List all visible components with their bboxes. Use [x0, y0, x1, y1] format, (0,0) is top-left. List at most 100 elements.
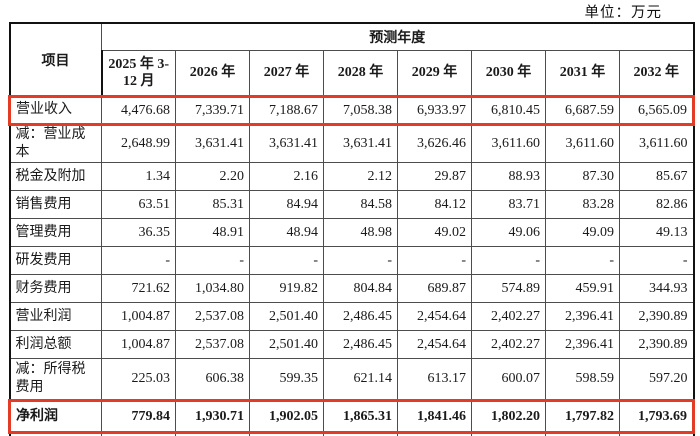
value-cell: 49.13 [619, 218, 695, 248]
value-cell: 459.91 [545, 274, 620, 304]
value-cell: 2,390.89 [619, 330, 695, 360]
value-cell: - [175, 246, 250, 276]
value-cell: 2.20 [175, 162, 250, 192]
value-cell: 7,188.67 [249, 95, 324, 126]
row-label: 营业收入 [8, 95, 102, 126]
table-row: 研发费用 - - - - - - - - [8, 246, 695, 276]
value-cell: 6,810.45 [471, 95, 546, 126]
value-cell: 49.09 [545, 218, 620, 248]
row-label: 营业利润 [8, 302, 102, 332]
value-cell: 85.67 [619, 162, 695, 192]
table-row: 营业收入 4,476.68 7,339.71 7,188.67 7,058.38 6,93… [8, 95, 695, 126]
value-cell: 3,631.41 [249, 123, 324, 164]
value-cell: 2,501.40 [249, 302, 324, 332]
value-cell: 2,454.64 [397, 302, 472, 332]
value-cell: 606.38 [175, 358, 250, 402]
table-body: 营业收入 4,476.68 7,339.71 7,188.67 7,058.38 6,93… [8, 95, 695, 436]
table-row [8, 432, 695, 436]
table-row: 管理费用 36.35 48.91 48.94 48.98 49.02 49.06 49.09 4… [8, 218, 695, 248]
value-cell: - [101, 246, 176, 276]
column-header-period: 2027 年 [249, 50, 324, 97]
value-cell: - [397, 246, 472, 276]
value-cell: 1,865.31 [323, 399, 398, 435]
value-cell: 804.84 [323, 274, 398, 304]
table-row: 税金及附加 1.34 2.20 2.16 2.12 29.87 88.93 87.30 85.6… [8, 162, 695, 192]
row-label: 财务费用 [8, 274, 102, 304]
value-cell: 2,537.08 [175, 302, 250, 332]
value-cell: 7,058.38 [323, 95, 398, 126]
value-cell: 599.35 [249, 358, 324, 402]
value-cell: 83.28 [545, 190, 620, 220]
value-cell: 689.87 [397, 274, 472, 304]
value-cell: 85.31 [175, 190, 250, 220]
row-label: 减：营业成本 [8, 123, 102, 164]
table-row: 销售费用 63.51 85.31 84.94 84.58 84.12 83.71 83.28 8… [8, 190, 695, 220]
row-label: 研发费用 [8, 246, 102, 276]
value-cell: 6,565.09 [619, 95, 695, 126]
value-cell: 225.03 [101, 358, 176, 402]
value-cell: 29.87 [397, 162, 472, 192]
value-cell: 88.93 [471, 162, 546, 192]
value-cell: 3,631.41 [175, 123, 250, 164]
value-cell: 1,930.71 [175, 399, 250, 435]
value-cell: 84.94 [249, 190, 324, 220]
value-cell: 63.51 [101, 190, 176, 220]
value-cell [619, 432, 695, 436]
value-cell: - [323, 246, 398, 276]
value-cell: - [545, 246, 620, 276]
unit-label: 单位：万元 [584, 5, 662, 21]
value-cell: 3,626.46 [397, 123, 472, 164]
value-cell: 621.14 [323, 358, 398, 402]
table-row: 减：营业成本 2,648.99 3,631.41 3,631.41 3,631.41 3,… [8, 123, 695, 164]
value-cell: 4,476.68 [101, 95, 176, 126]
value-cell: 1,004.87 [101, 302, 176, 332]
value-cell: 1,841.46 [397, 399, 472, 435]
value-cell: 7,339.71 [175, 95, 250, 126]
value-cell: 1.34 [101, 162, 176, 192]
column-header-period: 2030 年 [471, 50, 546, 97]
row-label: 减：所得税费用 [8, 358, 102, 402]
value-cell: 613.17 [397, 358, 472, 402]
value-cell: 2,454.64 [397, 330, 472, 360]
value-cell: 1,797.82 [545, 399, 620, 435]
value-cell: 344.93 [619, 274, 695, 304]
table-row: 利润总额 1,004.87 2,537.08 2,501.40 2,486.45 2,45… [8, 330, 695, 360]
value-cell: - [619, 246, 695, 276]
value-cell: 2,396.41 [545, 302, 620, 332]
value-cell: 2,390.89 [619, 302, 695, 332]
column-header-period: 2029 年 [397, 50, 472, 97]
value-cell: 49.06 [471, 218, 546, 248]
value-cell: 2,501.40 [249, 330, 324, 360]
value-cell: 598.59 [545, 358, 620, 402]
value-cell: 49.02 [397, 218, 472, 248]
value-cell: 1,902.05 [249, 399, 324, 435]
value-cell: 48.91 [175, 218, 250, 248]
value-cell: 48.98 [323, 218, 398, 248]
column-header-item: 项目 [8, 22, 102, 97]
forecast-table: 项目 预测年度 2025 年 3-12 月 2026 年 2027 年 2028… [8, 22, 695, 436]
value-cell: 84.58 [323, 190, 398, 220]
value-cell: 779.84 [101, 399, 176, 435]
value-cell: 2.12 [323, 162, 398, 192]
column-header-period: 2028 年 [323, 50, 398, 97]
year-header-row: 2025 年 3-12 月 2026 年 2027 年 2028 年 2029 … [10, 50, 695, 97]
value-cell: 721.62 [101, 274, 176, 304]
value-cell: 919.82 [249, 274, 324, 304]
value-cell: 6,933.97 [397, 95, 472, 126]
value-cell: 3,611.60 [545, 123, 620, 164]
value-cell: - [471, 246, 546, 276]
value-cell: 2,402.27 [471, 330, 546, 360]
row-label: 净利润 [8, 399, 102, 435]
column-header-period: 2025 年 3-12 月 [100, 50, 176, 97]
value-cell: 2,486.45 [323, 330, 398, 360]
value-cell: 3,631.41 [323, 123, 398, 164]
value-cell: 3,611.60 [471, 123, 546, 164]
value-cell: 1,004.87 [101, 330, 176, 360]
table-row: 营业利润 1,004.87 2,537.08 2,501.40 2,486.45 2,45… [8, 302, 695, 332]
value-cell: 2,396.41 [545, 330, 620, 360]
table-row: 减：所得税费用 225.03 606.38 599.35 621.14 613.17 600… [8, 358, 695, 402]
table-header: 项目 预测年度 2025 年 3-12 月 2026 年 2027 年 2028… [8, 22, 695, 97]
value-cell: - [249, 246, 324, 276]
value-cell: 82.86 [619, 190, 695, 220]
